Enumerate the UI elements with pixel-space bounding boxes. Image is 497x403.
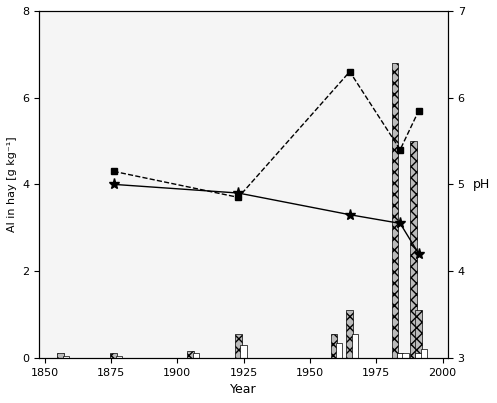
Y-axis label: Al in hay [g kg⁻¹]: Al in hay [g kg⁻¹] xyxy=(7,137,17,232)
Bar xyxy=(235,334,242,358)
Bar xyxy=(331,334,337,358)
Bar xyxy=(415,310,422,358)
Bar xyxy=(410,141,417,358)
Bar xyxy=(116,355,122,358)
X-axis label: Year: Year xyxy=(230,383,257,396)
Bar xyxy=(421,349,427,358)
Bar xyxy=(110,353,117,358)
Bar xyxy=(336,343,342,358)
Bar xyxy=(192,353,199,358)
Bar xyxy=(57,353,64,358)
Bar xyxy=(402,353,409,358)
Bar xyxy=(346,310,353,358)
Bar xyxy=(352,334,358,358)
Y-axis label: pH: pH xyxy=(473,178,490,191)
Bar xyxy=(415,353,422,358)
Bar xyxy=(392,63,398,358)
Bar xyxy=(63,355,69,358)
Bar xyxy=(397,353,404,358)
Bar xyxy=(241,345,247,358)
Bar xyxy=(397,353,404,358)
Bar xyxy=(187,351,194,358)
